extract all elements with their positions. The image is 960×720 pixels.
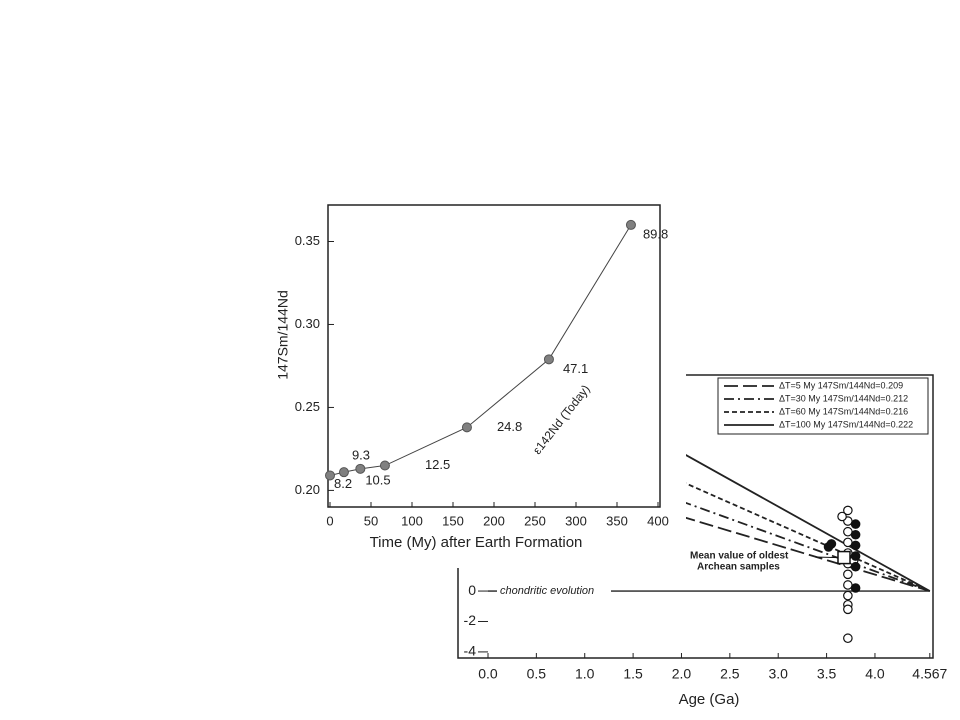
series-line xyxy=(681,451,931,592)
x-tick-label: 350 xyxy=(606,513,628,528)
sample-point xyxy=(843,580,853,590)
y-axis-label: 147Sm/144Nd xyxy=(275,290,291,380)
mean-marker xyxy=(837,550,851,565)
legend-label: ΔT=60 My 147Sm/144Nd=0.216 xyxy=(779,406,908,416)
mean-label: Archean samples xyxy=(697,562,780,573)
data-point xyxy=(355,463,366,474)
point-label: 10.5 xyxy=(365,472,390,487)
legend-label: ΔT=5 My 147Sm/144Nd=0.209 xyxy=(779,380,903,390)
y-tick-label: 0.30 xyxy=(295,316,320,331)
point-label: 47.1 xyxy=(563,361,588,376)
point-label: 8.2 xyxy=(334,476,352,491)
sample-point xyxy=(826,539,837,549)
x-tick-label: 1.0 xyxy=(575,666,595,682)
y-tick-label: 0.20 xyxy=(295,482,320,497)
data-point xyxy=(461,422,472,433)
y-tick-label: 0.35 xyxy=(295,233,320,248)
x-tick-label: 1.5 xyxy=(623,666,643,682)
sample-point xyxy=(837,511,847,522)
data-point xyxy=(379,460,390,471)
series-line xyxy=(681,500,931,592)
sample-point xyxy=(850,583,861,593)
sample-point xyxy=(843,569,853,580)
x-tick-label: 200 xyxy=(483,513,505,528)
data-point xyxy=(338,467,349,478)
x-tick-label: 400 xyxy=(647,513,669,528)
x-tick-label: 150 xyxy=(442,513,464,528)
mean-pointer xyxy=(814,556,839,559)
data-point xyxy=(625,219,636,230)
y-tick-label: 0 xyxy=(468,582,476,598)
x-tick-label: 2.5 xyxy=(720,666,740,682)
x-tick-label: 250 xyxy=(524,513,546,528)
y-tick-label: -2 xyxy=(464,612,477,628)
x-tick-label: 0 xyxy=(326,513,333,528)
data-point xyxy=(325,470,335,481)
x-tick-label: 0.5 xyxy=(527,666,547,682)
point-label: 89.8 xyxy=(643,226,668,241)
sample-point xyxy=(850,561,861,572)
sample-point xyxy=(843,604,853,615)
sample-point xyxy=(843,537,853,548)
series-line xyxy=(681,515,931,592)
x-tick-label: 3.5 xyxy=(817,666,837,682)
series-line xyxy=(681,480,931,592)
sample-point xyxy=(850,540,861,551)
x-tick-label: 0.0 xyxy=(478,666,498,682)
point-label: 24.8 xyxy=(497,419,522,434)
point-label: 9.3 xyxy=(352,448,370,463)
sample-point xyxy=(850,551,861,561)
x-tick-label: 4.0 xyxy=(865,666,885,682)
reference-label: chondritic evolution xyxy=(500,585,594,597)
x-axis-label: Time (My) after Earth Formation xyxy=(370,534,583,551)
y-tick-label: -4 xyxy=(464,643,477,659)
legend-label: ΔT=100 My 147Sm/144Nd=0.222 xyxy=(779,419,913,429)
reference-label-bg xyxy=(497,583,611,600)
sample-point xyxy=(850,519,861,529)
y-tick-label: 0.25 xyxy=(295,399,320,414)
x-tick-label: 4.567 xyxy=(912,666,947,682)
data-point xyxy=(543,354,554,365)
legend-label: ΔT=30 My 147Sm/144Nd=0.212 xyxy=(779,393,908,403)
x-axis-label: Age (Ga) xyxy=(679,691,740,708)
mean-label: Mean value of oldest xyxy=(690,551,789,562)
x-tick-label: 100 xyxy=(401,513,423,528)
x-tick-label: 3.0 xyxy=(768,666,788,682)
x-tick-label: 50 xyxy=(364,513,378,528)
sample-point xyxy=(843,526,853,537)
sample-point xyxy=(843,633,853,644)
sample-point xyxy=(850,529,861,540)
sample-point xyxy=(843,590,853,601)
x-tick-label: 2.0 xyxy=(672,666,692,682)
sample-point xyxy=(843,505,853,516)
point-label: 12.5 xyxy=(425,457,450,472)
x-tick-label: 300 xyxy=(565,513,587,528)
